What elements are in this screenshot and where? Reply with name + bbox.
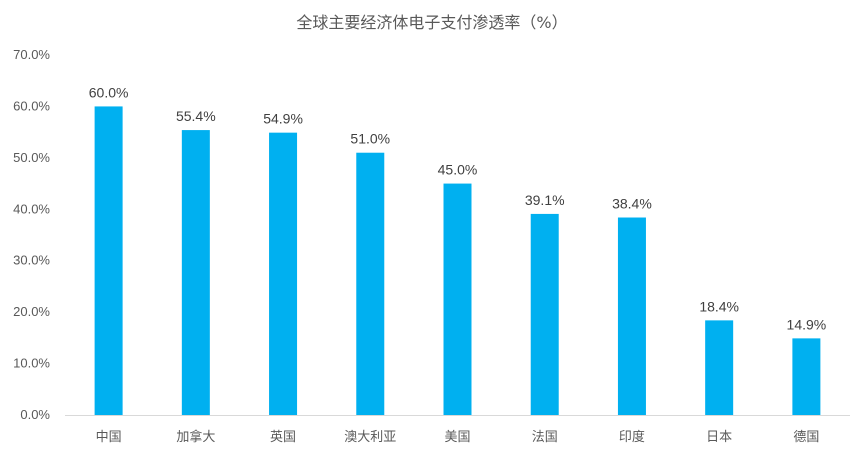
data-label: 14.9% — [787, 316, 827, 332]
bar — [617, 217, 646, 415]
data-label: 51.0% — [350, 131, 390, 147]
bar — [443, 183, 472, 415]
y-tick-label: 40.0% — [13, 201, 50, 216]
y-tick-label: 30.0% — [13, 253, 50, 268]
data-label: 45.0% — [438, 162, 478, 178]
bars — [94, 106, 821, 416]
y-axis: 0.0% 10.0% 20.0% 30.0% 40.0% 50.0% 60.0% 70.0% — [13, 47, 50, 422]
x-tick-label: 加拿大 — [176, 429, 215, 445]
bar — [269, 132, 298, 415]
chart-title: 全球主要经济体电子支付渗透率（%） — [296, 13, 567, 32]
bar — [705, 320, 734, 415]
y-tick-label: 60.0% — [13, 98, 50, 113]
x-axis: 中国 加拿大 英国 澳大利亚 美国 法国 印度 日本 德国 — [65, 415, 850, 445]
bar — [94, 106, 123, 415]
data-label: 60.0% — [89, 84, 129, 100]
data-label: 18.4% — [699, 298, 739, 314]
y-tick-label: 10.0% — [13, 356, 50, 371]
x-tick-label: 美国 — [444, 430, 470, 445]
x-tick-label: 德国 — [793, 430, 819, 445]
x-tick-label: 日本 — [706, 430, 732, 445]
bar — [181, 130, 210, 416]
bar — [530, 213, 559, 415]
data-label: 38.4% — [612, 196, 652, 212]
x-tick-label: 英国 — [270, 430, 296, 445]
data-labels: 60.0% 55.4% 54.9% 51.0% 45.0% 39.1% 38.4% 18.4%… — [89, 84, 826, 332]
y-tick-label: 70.0% — [13, 47, 50, 62]
data-label: 39.1% — [525, 192, 565, 208]
x-tick-label: 法国 — [532, 430, 558, 445]
bar — [792, 338, 821, 415]
y-tick-label: 50.0% — [13, 150, 50, 165]
data-label: 54.9% — [263, 111, 303, 127]
x-tick-label: 澳大利亚 — [344, 429, 396, 445]
data-label: 55.4% — [176, 108, 216, 124]
y-tick-label: 0.0% — [20, 407, 50, 422]
x-tick-label: 印度 — [619, 429, 645, 445]
y-tick-label: 20.0% — [13, 304, 50, 319]
x-tick-label: 中国 — [96, 430, 122, 445]
bar — [356, 152, 385, 415]
